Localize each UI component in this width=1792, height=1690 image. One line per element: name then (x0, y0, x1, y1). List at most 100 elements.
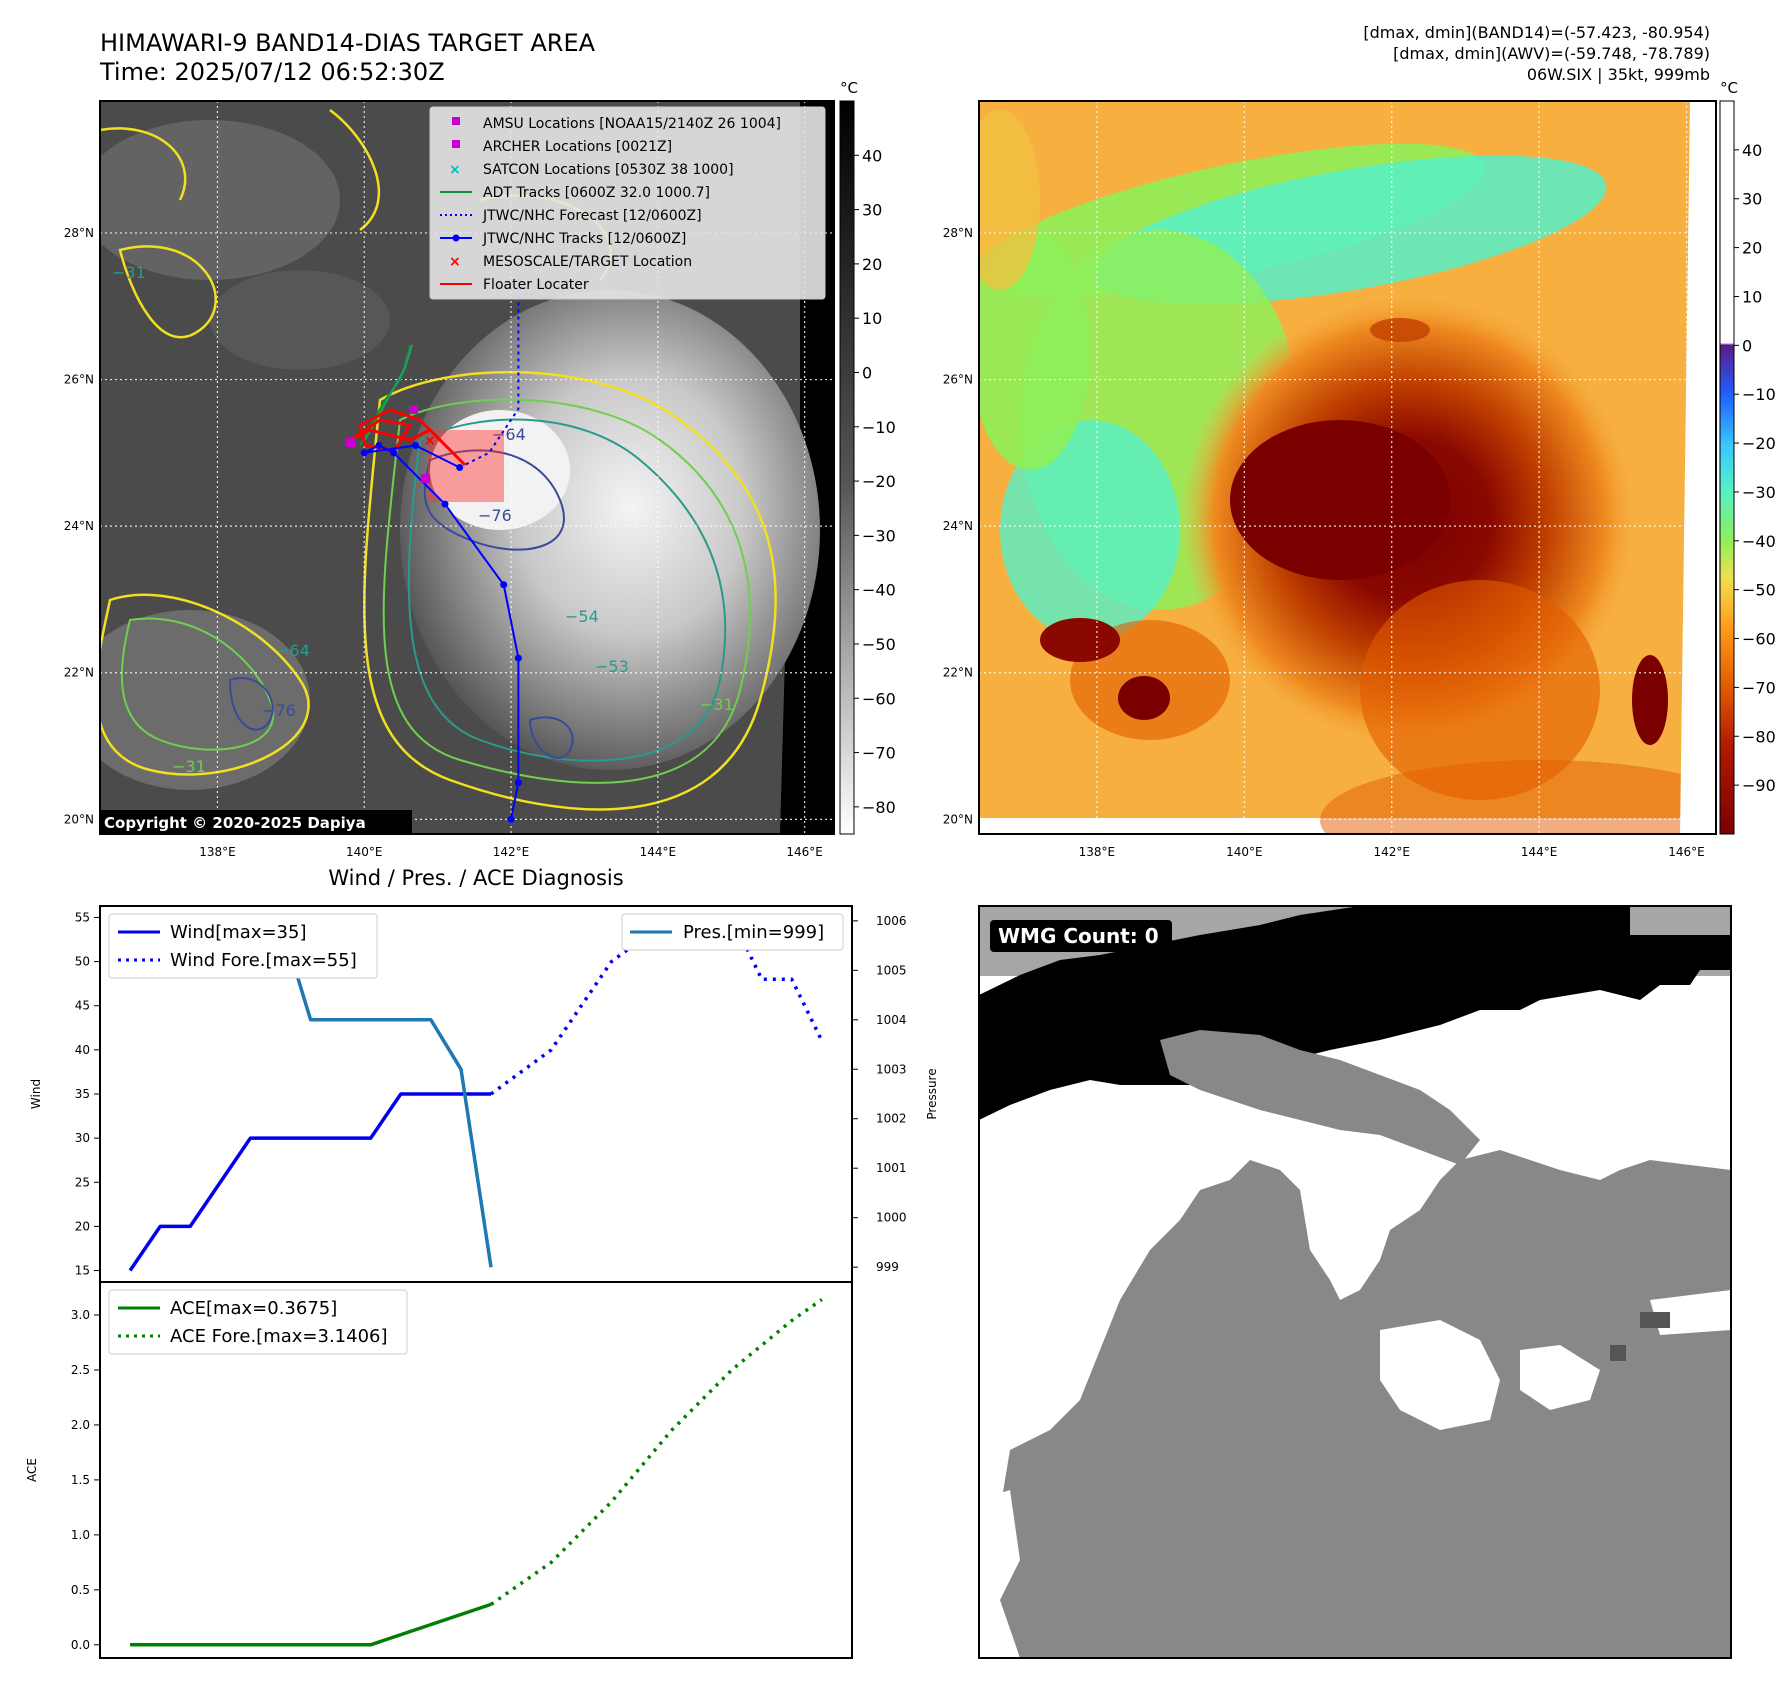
legend-forecast: JTWC/NHC Forecast [12/0600Z] (482, 208, 702, 224)
colorbar-tick-label: −60 (862, 689, 896, 708)
colorbar-tick-label: 10 (862, 309, 882, 328)
y-tick-label: 0.0 (71, 1638, 90, 1652)
y-right-tick-label: 1006 (876, 914, 907, 928)
legend-pressure: Pres.[min=999] (683, 922, 824, 943)
colorbar-tick-label: 40 (1742, 141, 1762, 160)
series-line (130, 1602, 492, 1647)
y-tick-label: 2.5 (71, 1363, 90, 1377)
pressure-ylabel: Pressure (925, 1068, 939, 1119)
legend-archer: ARCHER Locations [0021Z] (483, 139, 672, 155)
colorbar-tick-label: −40 (862, 581, 896, 600)
track-point (390, 449, 398, 457)
y-tick-label: 50 (75, 955, 90, 969)
legend-archer-swatch (452, 140, 460, 148)
lon-tick-label: 146°E (786, 845, 823, 859)
colorbar-tick-label: −90 (1742, 776, 1776, 795)
ace-ylabel: ACE (25, 1458, 39, 1482)
legend-floater: Floater Locater (483, 277, 589, 293)
y-right-tick-label: 1003 (876, 1062, 907, 1076)
series-line (489, 1298, 823, 1606)
contour-label: −31 (112, 263, 146, 282)
contour-label: −76 (478, 506, 512, 525)
y-tick-label: 55 (75, 910, 90, 924)
ir-map-frame (99, 100, 835, 835)
lat-tick-label: 24°N (64, 519, 94, 533)
colorbar-tick-label: −20 (862, 472, 896, 491)
contour-label: −54 (565, 607, 599, 626)
track-point (375, 442, 383, 450)
forecast-track (459, 210, 520, 469)
colorbar-tick-label: −80 (862, 798, 896, 817)
lon-tick-label: 138°E (199, 845, 236, 859)
colorbar-tick-label: 20 (1742, 239, 1762, 258)
legend-wind: Wind[max=35] (170, 922, 307, 943)
contour-label: −31 (172, 757, 206, 776)
lon-tick-label: 146°E (1668, 845, 1705, 859)
lon-tick-label: 140°E (1226, 845, 1263, 859)
y-tick-label: 45 (75, 999, 90, 1013)
track-point (441, 500, 449, 508)
lon-tick-label: 140°E (346, 845, 383, 859)
colorbar-tick-label: 0 (862, 363, 872, 382)
archer-marker (409, 405, 418, 414)
y-tick-label: 1.5 (71, 1473, 90, 1487)
color-map-frame (978, 100, 1717, 835)
contour-label: −64 (492, 425, 526, 444)
y-tick-label: 35 (75, 1087, 90, 1101)
ace-axes: 3.0 2.5 2.0 1.5 1.0 0.5 0.0 (71, 1308, 100, 1652)
wmg-count-label: WMG Count: 0 (998, 924, 1159, 948)
y-right-tick-label: 1004 (876, 1013, 907, 1027)
info-awv: [dmax, dmin](AWV)=(-59.748, -78.789) (1393, 44, 1710, 63)
color-map-panel: 138°E 140°E 142°E 144°E 146°E 28°N 26°N 24°N 22°… (943, 79, 1776, 859)
lat-tick-label: 26°N (943, 373, 973, 387)
lat-tick-label: 26°N (64, 373, 94, 387)
lon-tick-label: 138°E (1079, 845, 1116, 859)
info-storm: 06W.SIX | 35kt, 999mb (1527, 65, 1710, 84)
contour-label: −53 (595, 657, 629, 676)
ir-axis-labels: 138°E 140°E 142°E 144°E 146°E 28°N 26°N 24°N 22°… (64, 226, 823, 859)
color-colorbar-unit: °C (1720, 79, 1738, 97)
color-axis-labels: 138°E 140°E 142°E 144°E 146°E 28°N 26°N 24°N 22°… (943, 226, 1705, 859)
wmg-panel: WMG Count: 0 (978, 905, 1732, 1659)
contour-label: −64 (276, 641, 310, 660)
color-gridlines (979, 101, 1716, 834)
track-point (500, 581, 508, 589)
wind-pressure-axes: 55 50 45 40 35 30 25 20 15 1006 1005 1004 1003 1002 10… (75, 910, 907, 1277)
ir-colorbar (839, 100, 855, 835)
lon-tick-label: 144°E (1521, 845, 1558, 859)
y-right-tick-label: 1000 (876, 1211, 907, 1225)
color-colorbar (1719, 100, 1735, 835)
track-point (514, 654, 522, 662)
lat-tick-label: 24°N (943, 519, 973, 533)
legend-tracks: JTWC/NHC Tracks [12/0600Z] (482, 231, 686, 247)
colorbar-tick-label: −20 (1742, 434, 1776, 453)
y-right-tick-label: 1002 (876, 1112, 907, 1126)
mesoscale-marker: × (424, 433, 436, 449)
colorbar-tick-label: −10 (862, 418, 896, 437)
track-point (412, 442, 420, 450)
y-tick-label: 30 (75, 1131, 90, 1145)
y-tick-label: 0.5 (71, 1583, 90, 1597)
floater-locater-path (349, 408, 467, 467)
colorbar-tick-label: −40 (1742, 532, 1776, 551)
contour-label: −31 (700, 695, 734, 714)
y-tick-label: 1.0 (71, 1528, 90, 1542)
wind-ylabel: Wind (29, 1079, 43, 1109)
lat-tick-label: 22°N (64, 666, 94, 680)
jtwc-track-points (360, 442, 522, 823)
ace-chart: 3.0 2.5 2.0 1.5 1.0 0.5 0.0 ACE ACE[max=0.3675… (25, 1281, 853, 1659)
lat-tick-label: 22°N (943, 666, 973, 680)
colorbar-tick-label: 30 (1742, 190, 1762, 209)
wmg-count-box (990, 920, 1172, 952)
ace-series (130, 1298, 823, 1647)
ir-map-panel: −64 −76 −31 −54 −76 −64 −31 −53 −31 × Co… (64, 79, 896, 859)
figure-title: HIMAWARI-9 BAND14-DIAS TARGET AREA (100, 29, 596, 57)
wind-pressure-chart: 55 50 45 40 35 30 25 20 15 1006 1005 1004 1003 1002 10… (29, 905, 939, 1283)
lat-tick-label: 28°N (64, 226, 94, 240)
ir-colorbar-ticks: 40 30 20 10 0 −10 −20 −30 −40 −50 −60 −70 −80 (854, 146, 896, 817)
series-line (128, 1092, 491, 1272)
diagnosis-title: Wind / Pres. / ACE Diagnosis (328, 866, 623, 890)
lon-tick-label: 142°E (1373, 845, 1410, 859)
wmg-frame (978, 905, 1732, 1659)
